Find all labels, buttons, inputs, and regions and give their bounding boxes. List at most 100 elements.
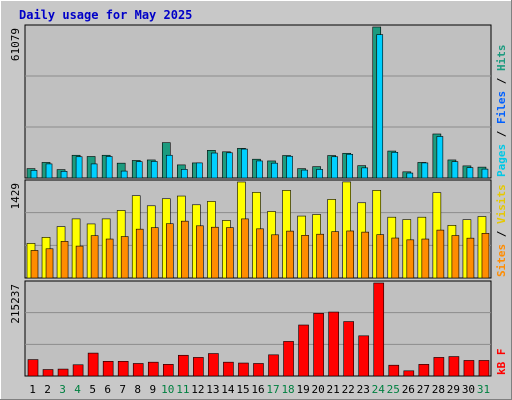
- x-tick-day-14: 14: [221, 383, 235, 396]
- bar-kb-f-day-15: [238, 362, 249, 377]
- x-tick-day-12: 12: [191, 383, 204, 396]
- bar-sites-day-17: [271, 234, 279, 279]
- bar-sites-day-23: [361, 231, 370, 279]
- bar-kb-f-day-30: [463, 360, 475, 377]
- x-tick-day-20: 20: [312, 383, 325, 396]
- bar-kb-f-day-7: [117, 361, 129, 377]
- x-tick-day-8: 8: [134, 383, 141, 396]
- bar-kb-f-day-19: [298, 324, 309, 377]
- bar-sites-day-24: [376, 234, 385, 279]
- bar-files-day-28: [436, 136, 444, 179]
- bar-kb-f-day-18: [283, 341, 294, 377]
- bar-files-day-21: [331, 156, 338, 179]
- bar-kb-f-day-2: [42, 369, 54, 377]
- bar-sites-day-20: [316, 233, 324, 279]
- bar-sites-day-13: [211, 226, 219, 279]
- bar-sites-day-22: [346, 230, 354, 279]
- bar-sites-day-9: [150, 227, 159, 279]
- bar-files-day-9: [150, 161, 158, 179]
- bar-files-day-5: [90, 163, 98, 179]
- x-tick-day-19: 19: [296, 383, 309, 396]
- bar-files-day-1: [30, 170, 38, 179]
- bar-files-day-27: [421, 162, 429, 179]
- x-tick-day-22: 22: [342, 383, 355, 396]
- bar-kb-f-day-17: [268, 354, 279, 377]
- panel-1-ymax-label: 61079: [9, 28, 22, 61]
- bar-kb-f-day-31: [478, 360, 490, 377]
- x-tick-day-18: 18: [281, 383, 294, 396]
- x-tick-day-2: 2: [44, 383, 51, 396]
- bar-kb-f-day-4: [72, 364, 84, 377]
- bar-kb-f-day-16: [253, 363, 264, 377]
- bar-sites-day-16: [256, 228, 264, 279]
- x-tick-day-16: 16: [251, 383, 264, 396]
- bar-sites-day-12: [196, 225, 204, 279]
- panel-1-plot-area: [24, 24, 492, 179]
- bar-files-day-29: [451, 161, 459, 179]
- bar-sites-day-2: [45, 248, 54, 279]
- legend-part: kB F: [495, 349, 508, 376]
- bar-kb-f-day-25: [388, 364, 400, 377]
- bar-files-day-16: [256, 160, 263, 179]
- bar-kb-f-day-11: [178, 354, 189, 377]
- bar-kb-f-day-9: [147, 361, 159, 377]
- x-tick-day-30: 30: [462, 383, 475, 396]
- bar-files-day-2: [45, 163, 53, 179]
- x-tick-day-17: 17: [266, 383, 279, 396]
- legend-part: /: [495, 124, 508, 144]
- bar-files-day-31: [481, 168, 489, 179]
- x-tick-day-21: 21: [327, 383, 340, 396]
- bar-kb-f-day-13: [208, 353, 219, 377]
- bar-kb-f-day-8: [132, 363, 144, 377]
- x-tick-day-5: 5: [89, 383, 96, 396]
- bar-files-day-15: [241, 148, 248, 179]
- bar-files-day-7: [120, 170, 128, 179]
- bar-kb-f-day-21: [328, 311, 339, 377]
- chart-title: Daily usage for May 2025: [19, 8, 192, 22]
- bar-sites-day-25: [391, 237, 400, 279]
- bar-kb-f-day-29: [448, 356, 460, 377]
- bar-kb-f-day-26: [403, 370, 415, 377]
- bar-kb-f-day-22: [343, 321, 354, 377]
- x-tick-day-7: 7: [119, 383, 126, 396]
- bar-kb-f-day-6: [102, 361, 114, 377]
- legend-part: Visits: [495, 184, 508, 224]
- x-tick-day-26: 26: [402, 383, 415, 396]
- bar-files-day-13: [211, 152, 218, 179]
- bar-kb-f-day-20: [313, 313, 324, 377]
- legend-part: Files: [495, 91, 508, 124]
- x-tick-day-4: 4: [74, 383, 81, 396]
- bar-files-day-14: [226, 152, 233, 179]
- bar-sites-day-6: [105, 238, 114, 279]
- legend-part: /: [495, 224, 508, 244]
- legend-part: /: [495, 71, 508, 91]
- bar-files-day-26: [406, 172, 414, 179]
- bar-files-day-20: [316, 169, 323, 179]
- bar-kb-f-day-1: [27, 359, 39, 377]
- x-tick-day-9: 9: [149, 383, 156, 396]
- x-tick-day-28: 28: [432, 383, 445, 396]
- panel-3-legend: kB F: [495, 349, 508, 376]
- bar-files-day-17: [271, 162, 278, 179]
- bar-sites-day-7: [120, 236, 129, 279]
- x-tick-day-24: 24: [372, 383, 386, 396]
- x-tick-day-3: 3: [59, 383, 66, 396]
- bar-sites-day-26: [406, 239, 415, 279]
- bar-sites-day-31: [481, 233, 490, 279]
- x-tick-day-31: 31: [477, 383, 490, 396]
- bar-kb-f-day-23: [358, 335, 370, 377]
- x-tick-day-6: 6: [104, 383, 111, 396]
- panel-2-legend: Sites / Visits: [495, 184, 508, 277]
- x-tick-day-23: 23: [357, 383, 370, 396]
- x-tick-day-1: 1: [29, 383, 36, 396]
- bar-files-day-24: [376, 34, 384, 179]
- bar-sites-day-28: [436, 229, 445, 279]
- bar-kb-f-day-10: [162, 364, 174, 377]
- bar-sites-day-30: [466, 237, 475, 279]
- panel-3-ymax-label: 215237: [9, 284, 22, 324]
- bar-files-day-22: [346, 153, 353, 179]
- bar-sites-day-19: [301, 235, 309, 279]
- legend-part: Pages: [495, 144, 508, 177]
- bar-files-day-25: [391, 151, 399, 179]
